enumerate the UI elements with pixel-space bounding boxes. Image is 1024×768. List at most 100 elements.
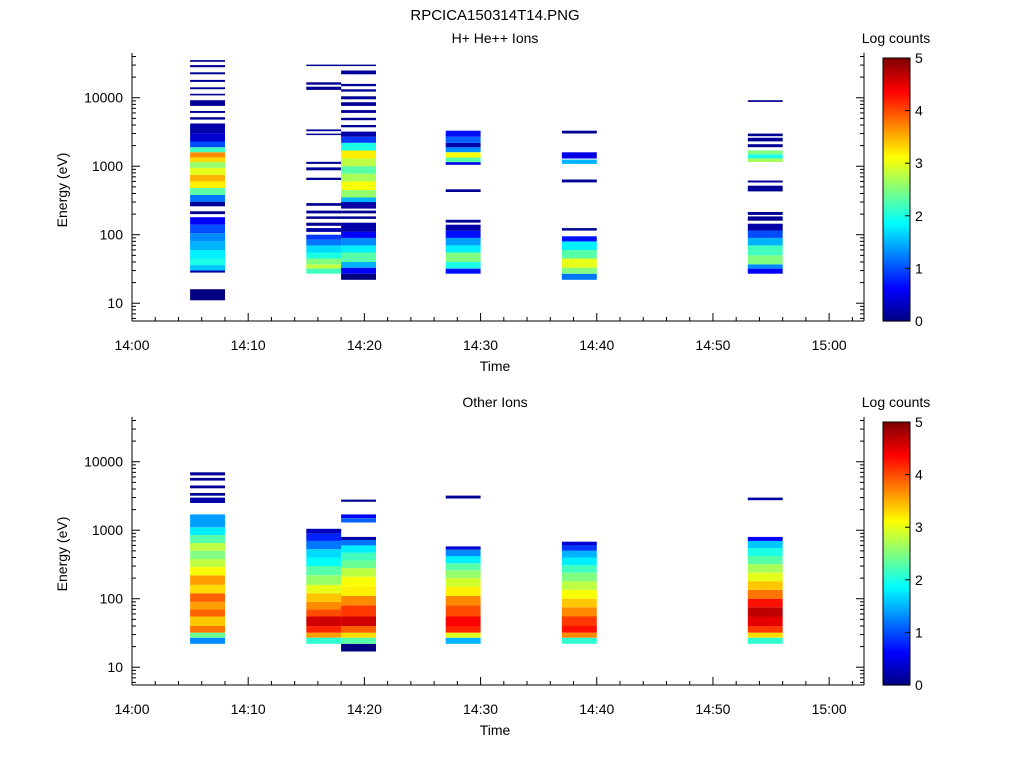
x-tick-label: 14:50 — [695, 337, 730, 353]
heatmap-cell — [445, 563, 481, 571]
colorbar-tick-label: 0 — [915, 313, 923, 329]
colorbar-swatch — [883, 255, 910, 259]
colorbar-swatch — [883, 489, 910, 493]
x-tick-label: 14:10 — [231, 701, 266, 717]
colorbar-tick-label: 3 — [915, 155, 923, 171]
heatmap-cell — [445, 147, 481, 153]
colorbar-swatch — [883, 588, 910, 592]
heatmap-cell — [306, 632, 342, 638]
colorbar-swatch — [883, 73, 910, 77]
colorbar-swatch — [883, 498, 910, 502]
colorbar-swatch — [883, 577, 910, 581]
colorbar-swatch — [883, 511, 910, 515]
colorbar-swatch — [883, 266, 910, 269]
colorbar-swatch — [883, 443, 910, 447]
heatmap-cell — [445, 570, 481, 579]
colorbar-swatch — [883, 150, 910, 153]
heatmap-cell — [747, 626, 783, 633]
y-axis-label: Energy (eV) — [54, 153, 70, 228]
heatmap-cell — [190, 543, 225, 551]
colorbar-swatch — [883, 430, 910, 434]
heatmap-cell — [445, 556, 481, 564]
heatmap-cell — [341, 96, 376, 100]
heatmap-cell — [445, 224, 481, 231]
colorbar-swatch — [883, 590, 910, 594]
colorbar-swatch — [883, 538, 910, 541]
heatmap-cell — [561, 557, 597, 566]
heatmap-cell — [190, 493, 225, 496]
heatmap-cell — [190, 157, 225, 163]
colorbar-swatch — [883, 171, 910, 175]
colorbar-swatch — [883, 674, 910, 677]
colorbar-swatch — [883, 656, 910, 660]
heatmap-cell — [190, 472, 225, 476]
colorbar-swatch — [883, 274, 910, 278]
colorbar-swatch — [883, 509, 910, 513]
colorbar-swatch — [883, 608, 910, 612]
colorbar-swatch — [883, 75, 910, 79]
heatmap-cell — [306, 177, 342, 180]
plot-area: 10 100 1000 10000 14:00 14:10 14:20 14:30 14:40 1… — [84, 53, 865, 353]
heatmap-cell — [341, 616, 376, 626]
heatmap-cell — [306, 82, 342, 85]
heatmap-cell — [190, 202, 225, 207]
colorbar-swatch — [883, 99, 910, 103]
heatmap-cell — [341, 576, 376, 587]
colorbar-swatch — [883, 441, 910, 445]
colorbar-swatch — [883, 643, 910, 647]
heatmap-cell — [561, 572, 597, 582]
heatmap-cell — [561, 179, 597, 183]
heatmap-cell — [190, 117, 225, 120]
colorbar-swatch — [883, 496, 910, 500]
colorbar-swatch — [883, 196, 910, 199]
colorbar-swatch — [883, 573, 910, 577]
colorbar-swatch — [883, 470, 910, 474]
heatmap-cell — [190, 559, 225, 567]
heatmap-cell — [190, 485, 225, 489]
colorbar-swatch — [883, 314, 910, 318]
spectrum-column — [445, 495, 481, 644]
colorbar-swatch — [883, 669, 910, 673]
colorbar-swatch — [883, 553, 910, 557]
colorbar-swatch — [883, 584, 910, 587]
colorbar-swatch — [883, 108, 910, 112]
colorbar: 0 1 2 3 4 5 — [882, 50, 923, 329]
heatmap-cell — [190, 575, 225, 585]
spectrum-column — [190, 472, 225, 644]
colorbar-tick-label: 5 — [915, 414, 923, 430]
spectrum-column — [561, 130, 597, 280]
colorbar-swatch — [883, 516, 910, 520]
heatmap-cell — [341, 173, 376, 182]
colorbar-swatch — [883, 318, 910, 322]
colorbar-swatch — [883, 625, 910, 629]
heatmap-cell — [747, 589, 783, 599]
colorbar-swatch — [883, 62, 910, 66]
x-tick-label: 14:40 — [579, 701, 614, 717]
y-tick-label: 10000 — [84, 454, 123, 470]
colorbar-swatch — [883, 222, 910, 226]
heatmap-cell — [190, 477, 225, 481]
heatmap-cell — [561, 258, 597, 268]
colorbar-swatch — [883, 268, 910, 272]
heatmap-cell — [341, 632, 376, 638]
heatmap-cell — [190, 93, 225, 96]
heatmap-cell — [306, 228, 342, 232]
colorbar-swatch — [883, 119, 910, 123]
colorbar-swatch — [883, 549, 910, 552]
heatmap-cell — [445, 605, 481, 617]
colorbar-swatch — [883, 209, 910, 213]
heatmap-cell — [341, 499, 376, 502]
colorbar-swatch — [883, 294, 910, 298]
colorbar-swatch — [883, 452, 910, 456]
heatmap-cell — [747, 536, 783, 541]
colorbar-swatch — [883, 165, 910, 169]
heatmap-cell — [747, 185, 783, 192]
spectrum-column — [341, 499, 376, 652]
heatmap-cell — [747, 497, 783, 501]
heatmap-cell — [445, 152, 481, 158]
heatmap-cell — [190, 637, 225, 644]
heatmap-cell — [190, 265, 225, 271]
colorbar-swatch — [883, 246, 910, 250]
colorbar-swatch — [883, 474, 910, 478]
colorbar-swatch — [883, 217, 910, 221]
